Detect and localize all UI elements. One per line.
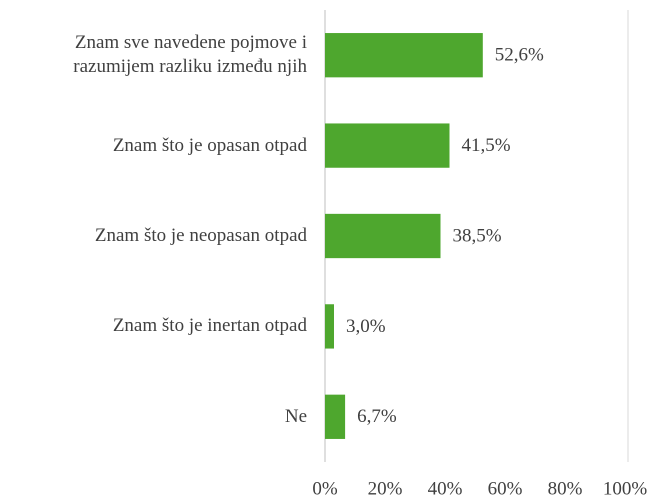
bar (325, 304, 334, 349)
bar (325, 394, 346, 439)
category-label: Ne (284, 405, 307, 427)
x-tick-label: 40% (428, 478, 463, 498)
x-tick-label: 100% (603, 478, 648, 498)
value-label: 3,0% (346, 316, 386, 337)
category-label: Znam sve navedene pojmove i razumijem ra… (73, 32, 307, 78)
x-tick-label: 60% (488, 478, 523, 498)
bar (325, 33, 483, 78)
value-label: 38,5% (453, 225, 502, 246)
x-tick-label: 20% (368, 478, 403, 498)
category-label: Znam što je inertan otpad (112, 315, 307, 337)
x-tick-label: 0% (312, 478, 338, 498)
value-label: 6,7% (357, 406, 397, 427)
x-tick-label: 80% (548, 478, 583, 498)
bar (325, 213, 441, 259)
category-label: Znam što je opasan otpad (112, 134, 307, 156)
value-label: 52,6% (495, 45, 544, 66)
category-label: Znam što je neopasan otpad (94, 224, 307, 246)
value-label: 41,5% (462, 135, 511, 156)
bar (325, 123, 450, 168)
